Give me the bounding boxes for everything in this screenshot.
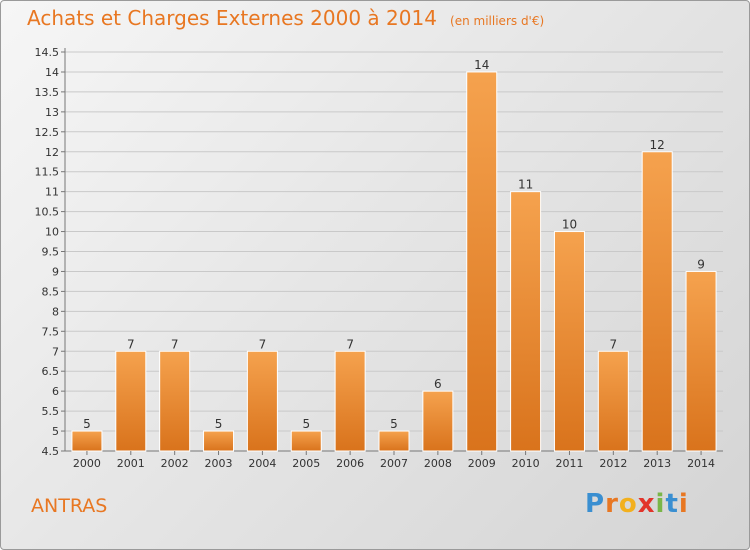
bar-value-label: 5 xyxy=(215,417,223,431)
y-tick-label: 11 xyxy=(45,186,59,199)
bar xyxy=(466,71,498,452)
bar xyxy=(422,390,454,452)
bar xyxy=(597,350,629,452)
y-tick-label: 6 xyxy=(52,385,59,398)
bar xyxy=(290,430,322,452)
bar-value-label: 5 xyxy=(390,417,398,431)
x-tick-label: 2008 xyxy=(424,457,452,470)
bar xyxy=(510,191,542,452)
x-tick-label: 2006 xyxy=(336,457,364,470)
y-tick-label: 12.5 xyxy=(35,126,60,139)
bar-value-label: 9 xyxy=(697,257,705,271)
x-tick-label: 2012 xyxy=(599,457,627,470)
bar-value-label: 11 xyxy=(518,178,533,192)
bar-value-label: 7 xyxy=(259,337,267,351)
bar-value-label: 7 xyxy=(610,337,618,351)
x-tick-label: 2002 xyxy=(161,457,189,470)
bar-value-label: 14 xyxy=(474,58,489,72)
bar-value-label: 7 xyxy=(127,337,135,351)
y-tick-label: 9.5 xyxy=(42,246,60,259)
y-tick-label: 4.5 xyxy=(42,445,60,458)
y-tick-label: 6.5 xyxy=(42,365,60,378)
x-tick-label: 2005 xyxy=(292,457,320,470)
bar xyxy=(641,151,673,452)
y-tick-label: 12 xyxy=(45,146,59,159)
x-tick-label: 2013 xyxy=(643,457,671,470)
logo-letter: o xyxy=(618,489,638,519)
logo-letter: i xyxy=(678,489,689,519)
x-tick-label: 2000 xyxy=(73,457,101,470)
bar xyxy=(203,430,235,452)
y-tick-label: 5 xyxy=(52,425,59,438)
y-tick-label: 14.5 xyxy=(35,46,60,59)
bar xyxy=(685,270,717,452)
bar-value-label: 12 xyxy=(650,138,665,152)
chart-unit: (en milliers d'€) xyxy=(450,14,545,28)
logo-letter: r xyxy=(605,489,619,519)
y-tick-label: 8.5 xyxy=(42,285,60,298)
bar xyxy=(246,350,278,452)
x-tick-label: 2009 xyxy=(468,457,496,470)
proxiti-logo: Proxiti xyxy=(585,489,689,519)
bar xyxy=(334,350,366,452)
logo-letter: t xyxy=(665,489,679,519)
bar xyxy=(115,350,147,452)
y-tick-label: 13.5 xyxy=(35,86,60,99)
bar-value-label: 7 xyxy=(346,337,354,351)
bar xyxy=(159,350,191,452)
y-tick-label: 11.5 xyxy=(35,166,60,179)
bar xyxy=(553,231,585,452)
y-tick-label: 13 xyxy=(45,106,59,119)
y-tick-label: 8 xyxy=(52,305,59,318)
y-tick-label: 7.5 xyxy=(42,325,60,338)
bar xyxy=(378,430,410,452)
bar-value-label: 10 xyxy=(562,218,577,232)
x-tick-label: 2010 xyxy=(512,457,540,470)
x-tick-label: 2004 xyxy=(248,457,276,470)
y-tick-label: 5.5 xyxy=(42,405,60,418)
bar-value-label: 6 xyxy=(434,377,442,391)
bar xyxy=(71,430,103,452)
logo-letter: x xyxy=(637,489,656,519)
bar-value-label: 7 xyxy=(171,337,179,351)
y-tick-label: 14 xyxy=(45,66,59,79)
y-tick-label: 10 xyxy=(45,226,59,239)
x-tick-label: 2001 xyxy=(117,457,145,470)
y-tick-label: 10.5 xyxy=(35,206,60,219)
y-tick-label: 7 xyxy=(52,345,59,358)
x-tick-label: 2011 xyxy=(555,457,583,470)
bar-value-label: 5 xyxy=(302,417,310,431)
bar-value-label: 5 xyxy=(83,417,91,431)
chart-title: Achats et Charges Externes 2000 à 2014 xyxy=(27,6,437,30)
chart-title-block: Achats et Charges Externes 2000 à 2014 (… xyxy=(27,6,544,30)
x-tick-label: 2007 xyxy=(380,457,408,470)
logo-letter: i xyxy=(655,489,666,519)
logo-letter: P xyxy=(585,489,606,519)
x-tick-label: 2014 xyxy=(687,457,715,470)
commune-name: ANTRAS xyxy=(31,495,108,517)
x-tick-label: 2003 xyxy=(205,457,233,470)
y-tick-label: 9 xyxy=(52,265,59,278)
